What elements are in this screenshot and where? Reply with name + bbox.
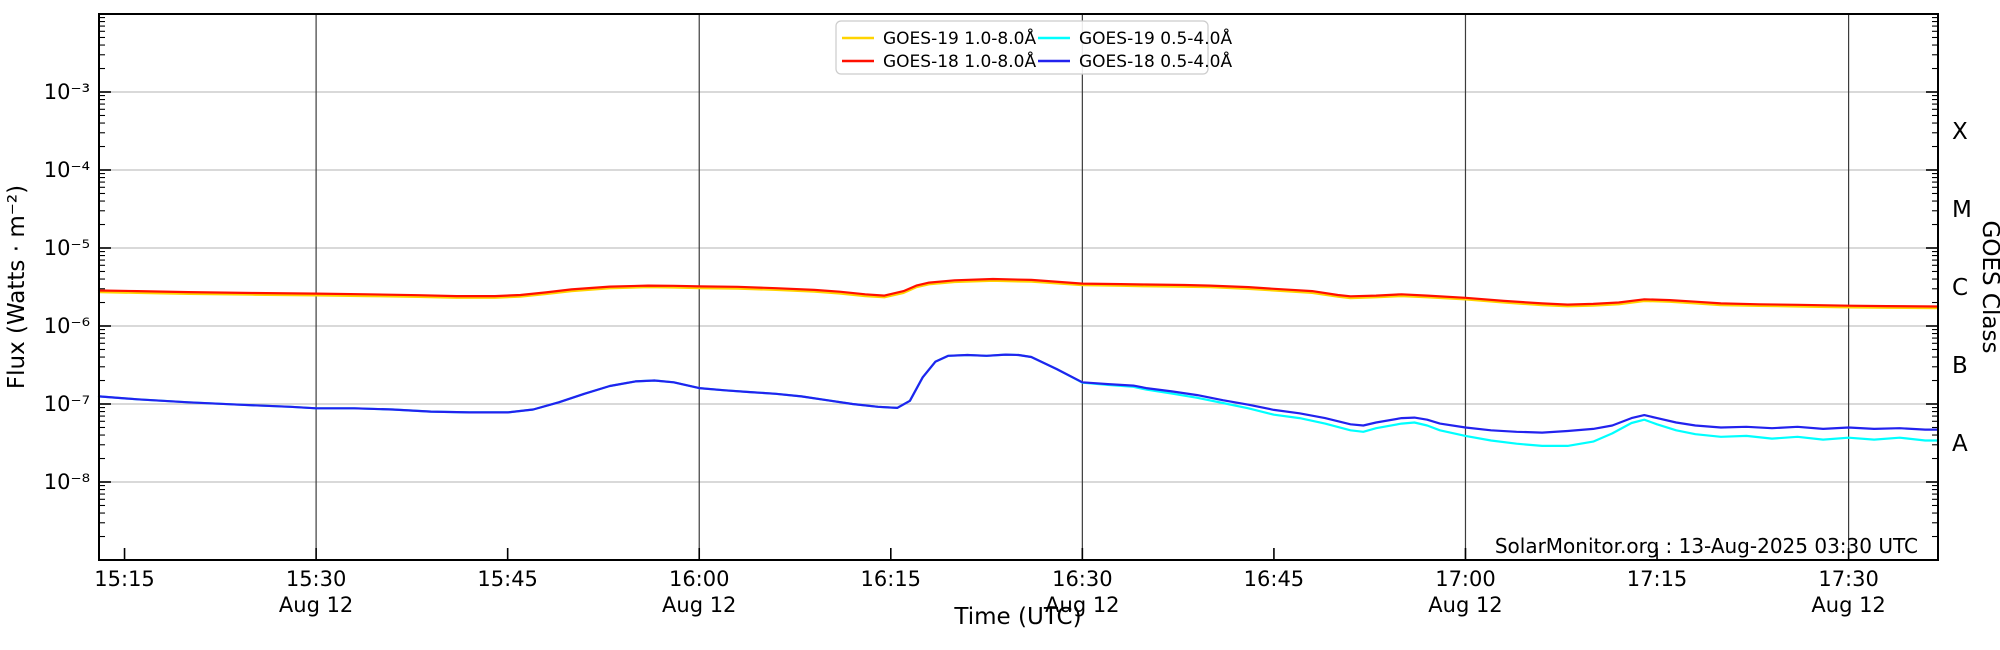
gridlines-group [99, 14, 1938, 560]
x-axis-title: Time (UTC) [953, 604, 1081, 630]
x-tick-label: 16:15 [861, 567, 922, 591]
y-tick-label: 10⁻³ [44, 80, 90, 104]
legend-label-goes18-long: GOES-18 1.0-8.0Å [883, 50, 1036, 72]
x-tick-sublabel: Aug 12 [1811, 593, 1885, 617]
y-axis-title: Flux (Watts · m⁻²) [4, 185, 30, 389]
series-line-1 [97, 277, 1940, 308]
legend: GOES-19 1.0-8.0Å GOES-18 1.0-8.0Å GOES-1… [835, 20, 1232, 75]
x-tick-label: 17:00 [1435, 567, 1496, 591]
series-group [97, 277, 1940, 447]
x-tick-sublabel: Aug 12 [662, 593, 736, 617]
x-tick-label: 17:15 [1627, 567, 1688, 591]
series-line-2 [97, 353, 1940, 447]
goes-class-label: X [1952, 119, 1968, 145]
x-tick-label: 15:15 [94, 567, 155, 591]
x-tick-sublabel: Aug 12 [1428, 593, 1502, 617]
series-line-3 [97, 353, 1940, 434]
x-tick-label: 17:30 [1818, 567, 1879, 591]
y-tick-label: 10⁻⁷ [44, 392, 90, 416]
legend-box [835, 20, 1209, 75]
right-axis-title: GOES Class [1977, 221, 2000, 354]
plot-border [98, 13, 1939, 561]
y-tick-label: 10⁻⁸ [44, 470, 90, 494]
x-tick-label: 15:30 [286, 567, 347, 591]
y-tick-label: 10⁻⁴ [44, 158, 90, 182]
legend-label-goes19-short: GOES-19 0.5-4.0Å [1079, 27, 1232, 49]
y-tick-label: 10⁻⁵ [44, 236, 90, 260]
x-tick-label: 16:30 [1052, 567, 1113, 591]
x-tick-label: 15:45 [477, 567, 538, 591]
x-tick-label: 16:45 [1244, 567, 1305, 591]
credit-annotation: SolarMonitor.org : 13-Aug-2025 03:30 UTC [1495, 534, 1918, 558]
legend-label-goes18-short: GOES-18 0.5-4.0Å [1079, 50, 1232, 72]
goes-class-label: B [1952, 353, 1968, 379]
axes-group [98, 13, 1939, 561]
y-tick-label: 10⁻⁶ [44, 314, 90, 338]
x-tick-sublabel: Aug 12 [279, 593, 353, 617]
series-line-0 [97, 279, 1940, 310]
goes-class-label: A [1952, 431, 1968, 457]
x-tick-label: 16:00 [669, 567, 730, 591]
legend-label-goes19-long: GOES-19 1.0-8.0Å [883, 27, 1036, 49]
goes-class-label: M [1952, 197, 1972, 223]
x-tick-sublabel: Aug 12 [1045, 593, 1119, 617]
goes-class-label: C [1952, 275, 1968, 301]
